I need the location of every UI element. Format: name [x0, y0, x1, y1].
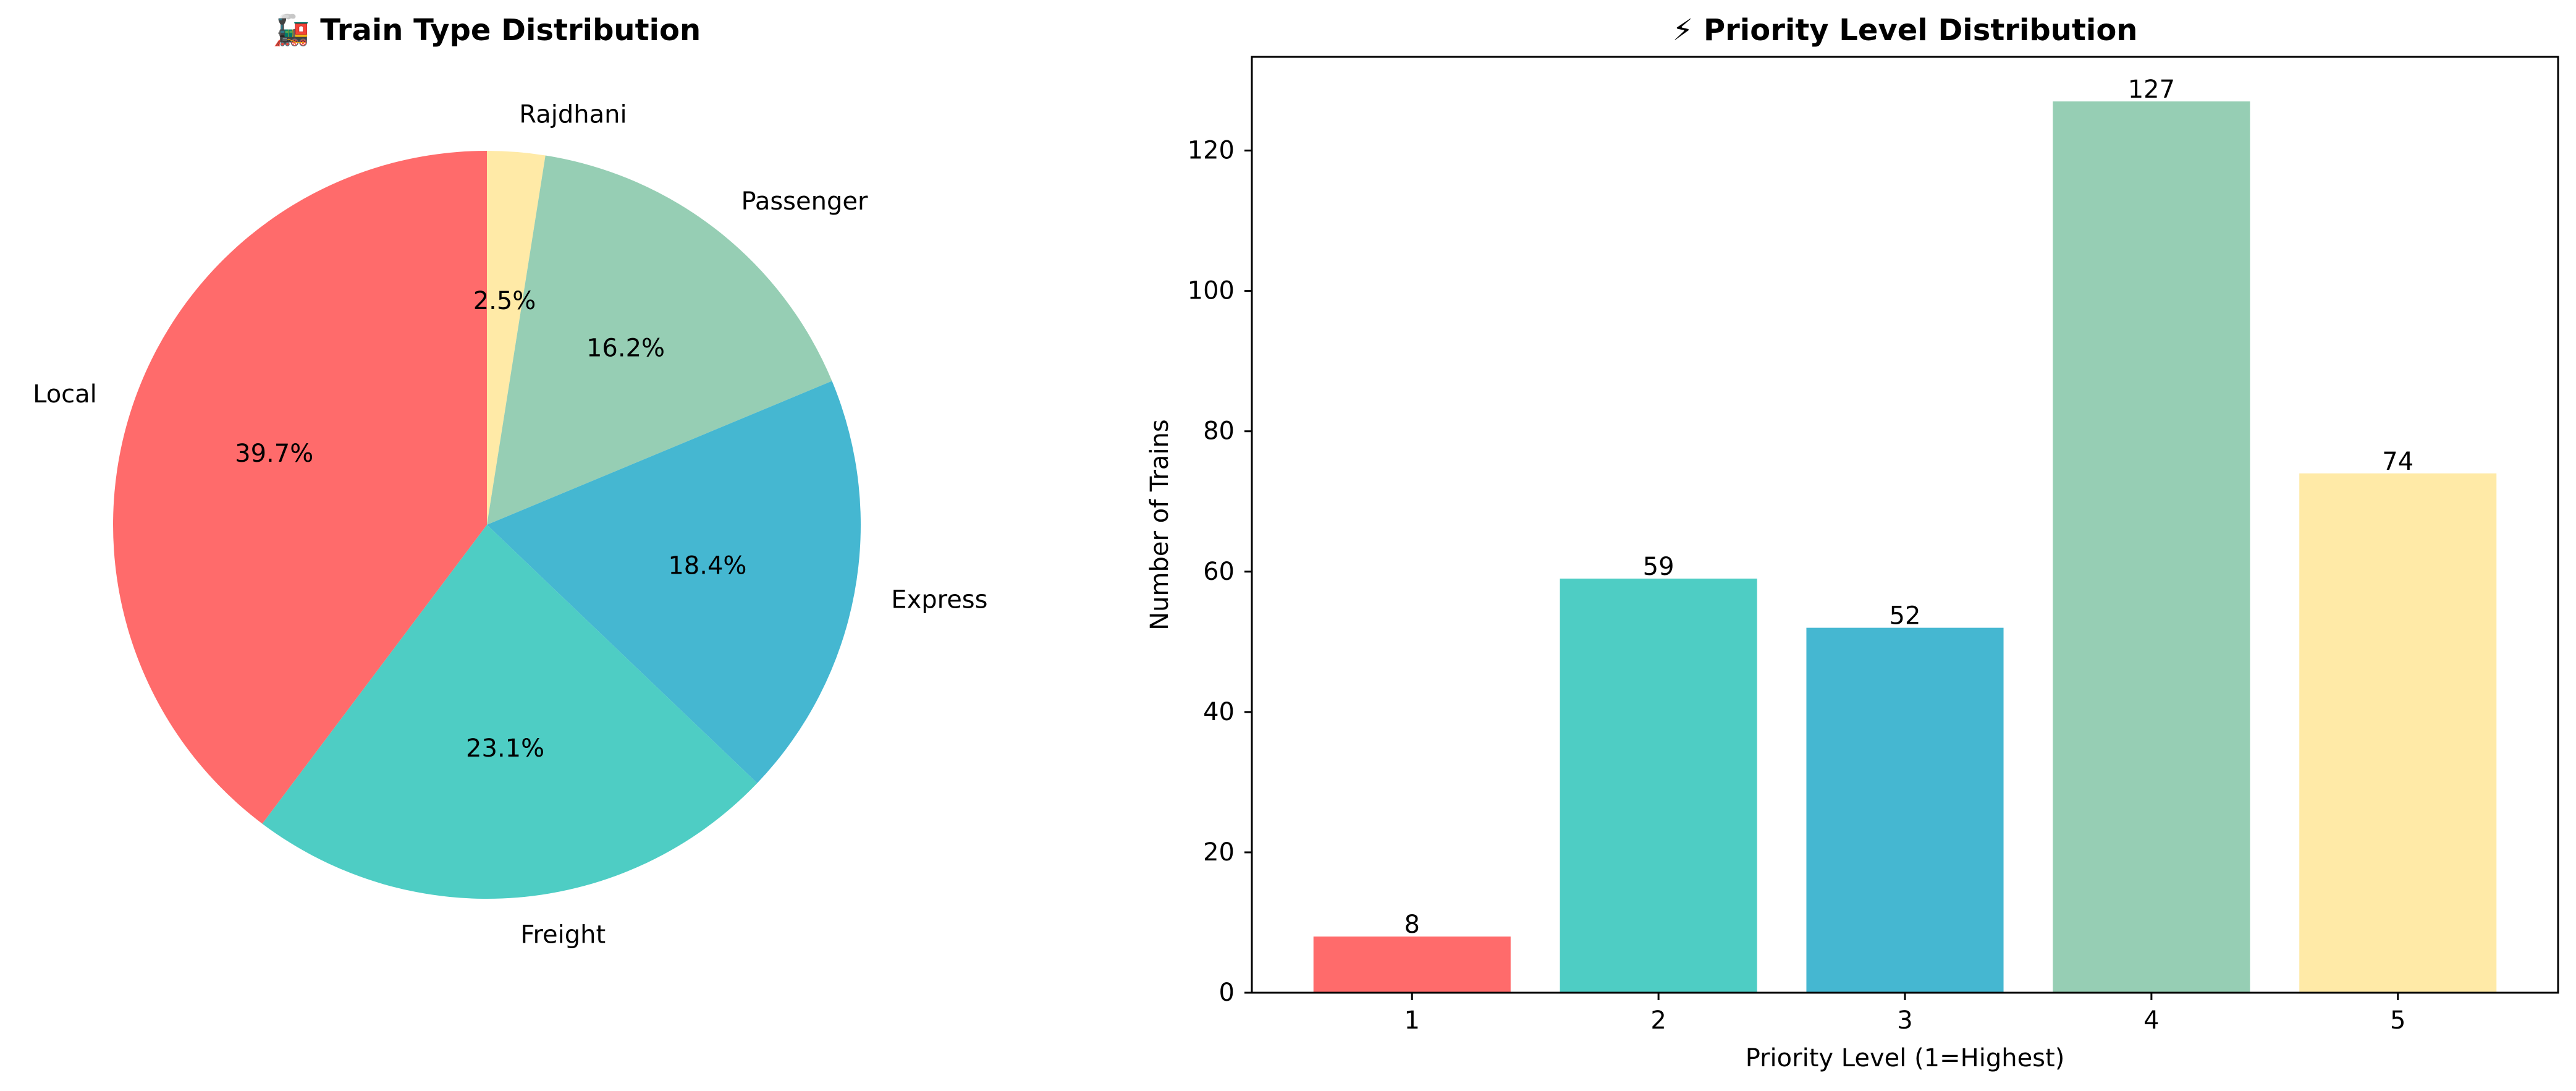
pie-percent-express: 18.4% — [668, 551, 746, 580]
y-axis-ticks: 0 20 40 60 80 100 120 — [1188, 137, 1252, 1007]
pie-slice-passenger — [487, 155, 832, 525]
bar-priority-2 — [1560, 579, 1757, 993]
pie-percent-local: 39.7% — [235, 439, 313, 468]
x-axis-label: Priority Level (1=Highest) — [1746, 1044, 2065, 1072]
pie-chart-title: 🚂 Train Type Distribution — [273, 13, 701, 48]
y-tick-label-60: 60 — [1203, 558, 1235, 586]
pie-slice-freight — [262, 525, 758, 899]
pie-slices — [113, 151, 861, 899]
bar-value-label-1: 8 — [1404, 911, 1420, 939]
pie-slice-express — [487, 381, 861, 783]
pie-percent-freight: 23.1% — [466, 734, 544, 763]
bars — [1313, 101, 2497, 993]
y-tick-label-0: 0 — [1219, 979, 1235, 1007]
bar-priority-1 — [1313, 936, 1511, 993]
pie-chart: 🚂 Train Type Distribution Rajdhani Passen… — [33, 13, 987, 949]
x-axis-ticks: 1 2 3 4 5 — [1404, 993, 2405, 1035]
y-tick-label-40: 40 — [1203, 698, 1235, 726]
bar-priority-5 — [2299, 473, 2497, 993]
y-tick-label-80: 80 — [1203, 417, 1235, 446]
bar-priority-4 — [2053, 101, 2250, 993]
bar-value-label-3: 52 — [1890, 602, 1921, 630]
pie-label-freight: Freight — [520, 920, 606, 949]
y-tick-label-120: 120 — [1188, 137, 1235, 165]
bar-value-labels: 8 59 52 127 74 — [1404, 75, 2414, 939]
y-axis-label: Number of Trains — [1146, 419, 1174, 630]
bar-value-label-4: 127 — [2128, 75, 2175, 104]
pie-percent-rajdhani: 2.5% — [473, 287, 536, 315]
pie-slice-local — [113, 151, 488, 824]
bar-chart-title: ⚡ Priority Level Distribution — [1673, 13, 2138, 48]
bar-chart: ⚡ Priority Level Distribution 8595212774… — [1146, 13, 2559, 1072]
pie-label-rajdhani: Rajdhani — [519, 101, 627, 129]
pie-slice-rajdhani — [487, 151, 546, 525]
pie-labels: Rajdhani Passenger Express Freight Local — [33, 101, 987, 949]
pie-percent-passenger: 16.2% — [586, 334, 665, 363]
bar-priority-3 — [1806, 627, 2004, 993]
y-tick-label-20: 20 — [1203, 838, 1235, 867]
pie-label-passenger: Passenger — [741, 187, 868, 216]
x-tick-label-4: 4 — [2143, 1006, 2159, 1035]
bar-value-label-2: 59 — [1643, 553, 1674, 581]
x-tick-label-5: 5 — [2390, 1006, 2405, 1035]
pie-percent-labels: 2.5% 16.2% 18.4% 23.1% 39.7% — [235, 287, 746, 763]
pie-label-local: Local — [33, 380, 97, 409]
x-tick-label-2: 2 — [1650, 1006, 1666, 1035]
pie-label-express: Express — [891, 586, 987, 614]
bar-value-label-5: 74 — [2382, 448, 2413, 476]
y-tick-label-100: 100 — [1188, 277, 1235, 305]
x-tick-label-3: 3 — [1897, 1006, 1912, 1035]
x-tick-label-1: 1 — [1404, 1006, 1420, 1035]
